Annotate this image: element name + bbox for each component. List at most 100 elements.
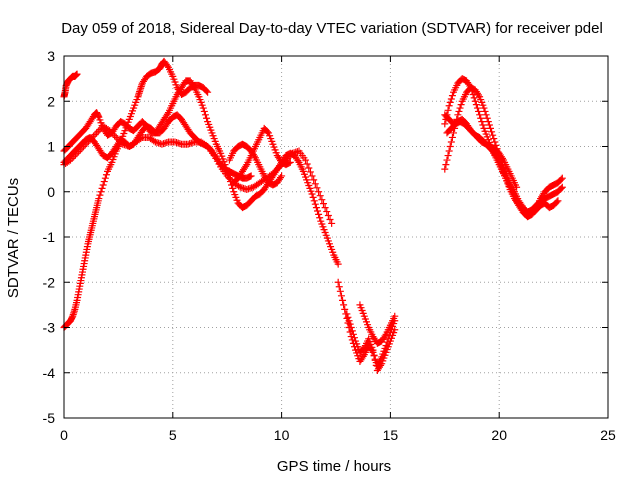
data-point xyxy=(93,129,101,137)
data-point xyxy=(71,151,79,159)
data-point xyxy=(137,135,145,143)
data-point xyxy=(263,128,271,136)
data-point xyxy=(323,208,331,216)
data-point xyxy=(448,133,456,141)
data-point xyxy=(163,62,171,70)
data-point xyxy=(312,204,320,212)
data-point xyxy=(557,175,565,183)
data-point xyxy=(498,154,506,162)
data-point xyxy=(73,70,81,78)
y-tick-label: 3 xyxy=(47,48,55,64)
data-point xyxy=(97,188,105,196)
data-point xyxy=(98,184,106,192)
data-point xyxy=(81,141,89,149)
data-point xyxy=(311,180,319,188)
data-point xyxy=(345,317,353,325)
data-point xyxy=(70,153,78,161)
data-point xyxy=(269,170,277,178)
data-point xyxy=(441,120,449,128)
data-point xyxy=(491,138,499,146)
data-point xyxy=(242,162,250,170)
data-point xyxy=(114,135,122,143)
data-point xyxy=(99,181,107,189)
data-point xyxy=(302,156,310,164)
data-point xyxy=(84,137,92,145)
data-point xyxy=(94,127,102,135)
y-tick-label: 1 xyxy=(47,139,55,155)
data-point xyxy=(348,327,356,335)
data-point xyxy=(557,184,565,192)
data-point xyxy=(200,107,208,115)
data-point xyxy=(441,165,449,173)
data-point xyxy=(457,101,465,109)
data-point xyxy=(339,296,347,304)
data-point xyxy=(369,346,377,354)
data-point xyxy=(318,196,326,204)
data-point xyxy=(443,156,451,164)
data-point xyxy=(310,176,318,184)
data-point xyxy=(359,352,367,360)
data-point xyxy=(370,351,378,359)
data-point xyxy=(225,174,233,182)
data-point xyxy=(475,107,483,115)
y-tick-label: -1 xyxy=(43,229,56,245)
data-point xyxy=(554,197,562,205)
data-point xyxy=(337,292,345,300)
data-point xyxy=(446,143,454,150)
axis-ticks: 0 5 10 15 20 25 -5 -4 -3 -2 -1 0 1 2 3 xyxy=(43,48,616,443)
data-point xyxy=(112,133,120,141)
data-point xyxy=(479,121,487,129)
data-point xyxy=(558,174,566,182)
y-tick-label: -4 xyxy=(43,365,56,381)
data-point xyxy=(334,278,342,286)
data-point xyxy=(102,171,110,179)
data-point xyxy=(328,219,336,227)
data-point xyxy=(86,136,94,144)
y-tick-label: 0 xyxy=(47,184,55,200)
data-point xyxy=(321,204,329,212)
data-point xyxy=(553,198,561,206)
data-point xyxy=(78,144,86,152)
series-track-9 xyxy=(343,310,399,374)
y-tick-label: -2 xyxy=(43,274,56,290)
data-point xyxy=(350,334,358,342)
x-tick-label: 20 xyxy=(491,427,507,443)
y-tick-label: -3 xyxy=(43,320,56,336)
data-point xyxy=(450,129,458,137)
data-point xyxy=(80,143,88,150)
data-point xyxy=(490,135,498,143)
data-point xyxy=(446,98,454,106)
data-point xyxy=(340,301,348,309)
data-point xyxy=(303,160,311,168)
data-point xyxy=(274,165,282,173)
data-point xyxy=(391,326,399,334)
data-point xyxy=(319,200,327,208)
data-point xyxy=(343,310,351,318)
data-point xyxy=(471,97,479,105)
data-point xyxy=(247,172,255,180)
data-point xyxy=(96,126,104,134)
data-point xyxy=(75,148,83,156)
series-track-7 xyxy=(230,124,294,187)
data-point xyxy=(106,127,114,135)
y-tick-label: 2 xyxy=(47,93,55,109)
data-point xyxy=(313,184,321,192)
data-point xyxy=(347,324,355,331)
data-point xyxy=(163,110,171,118)
x-axis-label: GPS time / hours xyxy=(277,458,391,475)
data-point xyxy=(346,320,354,328)
data-point xyxy=(513,183,521,191)
data-point xyxy=(483,114,491,122)
data-point xyxy=(271,168,279,176)
data-point xyxy=(305,164,313,172)
data-point xyxy=(334,260,342,268)
data-point xyxy=(349,330,357,338)
data-point xyxy=(226,175,234,183)
data-point xyxy=(447,138,455,146)
data-point xyxy=(476,111,484,119)
data-point xyxy=(223,172,231,180)
data-point xyxy=(455,107,463,115)
data-point xyxy=(341,305,349,313)
